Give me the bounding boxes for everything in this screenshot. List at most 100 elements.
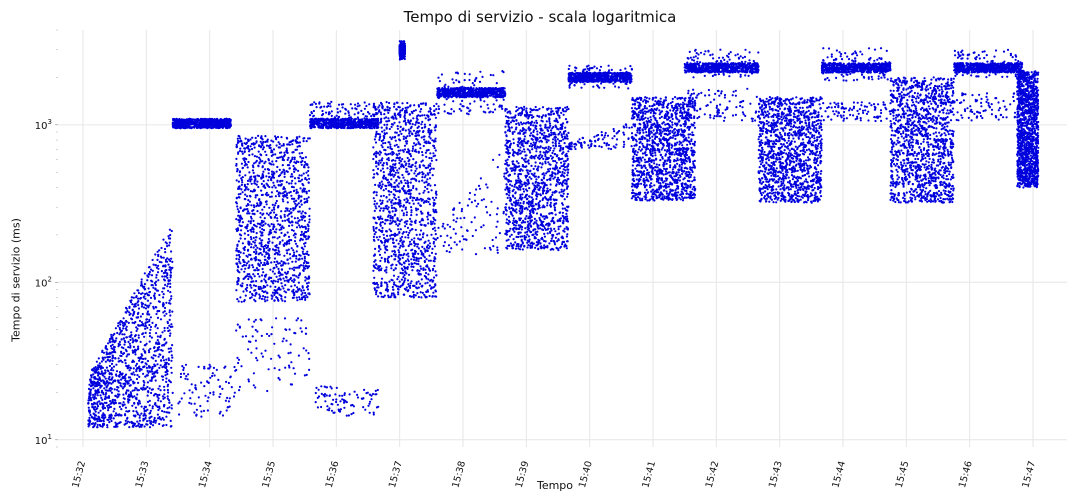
data-point — [293, 217, 296, 220]
data-point — [254, 284, 257, 288]
data-point — [305, 190, 308, 193]
data-point — [162, 311, 165, 314]
data-point — [146, 381, 150, 384]
data-point — [126, 309, 129, 313]
data-point — [238, 389, 241, 392]
x-tick-label: 15:34 — [197, 460, 215, 489]
data-point — [259, 230, 262, 233]
data-point — [402, 231, 405, 234]
data-point — [307, 166, 310, 169]
data-point — [182, 368, 185, 372]
data-point — [286, 231, 289, 234]
data-point — [293, 240, 297, 243]
data-point — [144, 322, 147, 325]
data-point — [405, 230, 408, 234]
data-point — [352, 405, 355, 408]
data-point — [109, 405, 112, 409]
data-point — [420, 160, 423, 163]
data-point — [270, 333, 273, 336]
data-point — [290, 383, 294, 386]
data-point — [193, 125, 196, 128]
data-point — [338, 410, 342, 413]
data-point — [282, 287, 285, 290]
data-point — [225, 380, 228, 383]
data-point — [110, 387, 113, 390]
data-point — [341, 398, 344, 401]
data-point — [239, 217, 242, 220]
data-point — [285, 272, 288, 275]
data-point — [90, 382, 94, 385]
data-point — [273, 230, 276, 233]
data-point — [219, 392, 222, 396]
data-point — [280, 297, 283, 300]
data-point — [381, 146, 384, 149]
data-point — [90, 374, 93, 377]
data-point — [275, 199, 278, 203]
data-point — [113, 346, 116, 349]
data-point — [146, 359, 150, 363]
data-point — [221, 124, 224, 127]
data-point — [294, 182, 297, 185]
data-point — [267, 237, 270, 241]
data-point — [197, 396, 200, 399]
data-point — [163, 310, 166, 313]
data-point — [125, 311, 128, 314]
data-point — [168, 318, 171, 321]
data-point — [280, 210, 283, 213]
data-point — [147, 294, 151, 297]
data-point — [147, 349, 150, 352]
data-point — [262, 284, 265, 288]
data-point — [112, 410, 115, 413]
data-point — [135, 362, 138, 365]
data-point — [106, 356, 109, 359]
data-point — [125, 307, 128, 310]
data-point — [285, 147, 288, 150]
data-point — [88, 416, 91, 419]
data-point — [266, 292, 269, 295]
data-point — [280, 136, 283, 139]
data-point — [363, 101, 366, 104]
data-point — [284, 328, 287, 331]
data-point — [247, 233, 250, 237]
data-point — [393, 295, 396, 299]
data-point — [116, 331, 119, 335]
data-point — [131, 341, 134, 344]
data-point — [383, 117, 386, 120]
data-point — [118, 340, 121, 343]
data-point — [100, 366, 103, 369]
data-point — [308, 218, 311, 221]
data-point — [246, 183, 249, 186]
data-point — [304, 291, 307, 295]
data-point — [89, 413, 92, 417]
data-point — [99, 402, 102, 405]
data-point — [144, 331, 147, 334]
data-point — [348, 393, 351, 396]
data-point — [285, 136, 288, 139]
data-point — [97, 371, 100, 374]
data-point — [300, 319, 303, 322]
data-point — [258, 247, 261, 250]
data-point — [268, 162, 271, 165]
data-point — [140, 405, 143, 408]
data-point — [298, 135, 301, 138]
data-point — [286, 252, 289, 255]
data-point — [281, 170, 284, 173]
data-point — [238, 137, 242, 140]
data-point — [89, 380, 92, 383]
data-point — [248, 171, 251, 174]
data-point — [292, 229, 295, 232]
data-point — [262, 180, 265, 183]
data-point — [289, 207, 292, 211]
data-point — [235, 329, 238, 332]
data-point — [274, 186, 277, 189]
data-point — [411, 199, 414, 202]
data-point — [118, 405, 121, 408]
data-point — [140, 368, 143, 371]
data-point — [258, 144, 261, 147]
data-point — [297, 169, 300, 172]
data-point — [257, 134, 260, 137]
data-point — [272, 223, 275, 226]
data-point — [133, 389, 136, 392]
data-point — [397, 249, 400, 252]
